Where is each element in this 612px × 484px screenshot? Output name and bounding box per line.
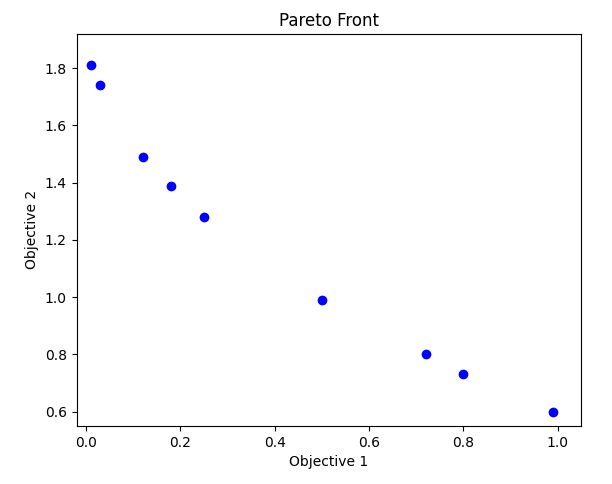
Title: Pareto Front: Pareto Front [279,12,379,30]
Point [86,61,95,69]
Y-axis label: Objective 2: Objective 2 [25,190,39,270]
Point [166,182,176,189]
Point [138,153,147,161]
Point [317,296,327,304]
Point [548,408,558,415]
X-axis label: Objective 1: Objective 1 [289,455,368,469]
Point [199,213,209,221]
Point [458,371,468,378]
Point [95,81,105,89]
Point [421,350,431,358]
